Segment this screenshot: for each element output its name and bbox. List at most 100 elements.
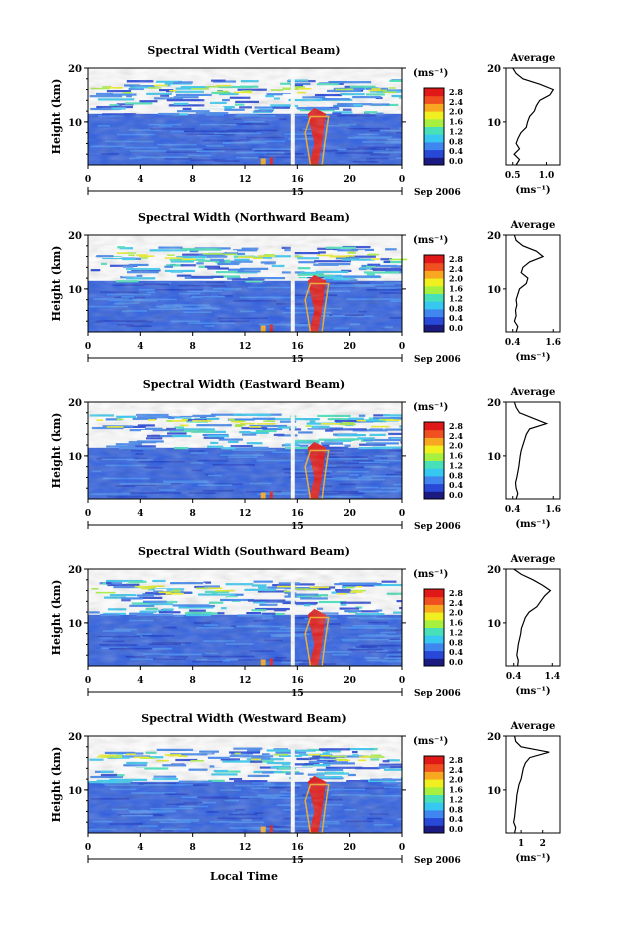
x-tick-label: 0	[399, 342, 405, 352]
colorbar-swatch	[424, 134, 444, 143]
x-axis-label: Local Time	[210, 870, 278, 883]
colorbar-swatch	[424, 301, 444, 310]
colorbar-swatch	[424, 445, 444, 454]
profile-x-tick-label: 2	[540, 839, 546, 849]
profile-y-tick-label: 20	[487, 398, 501, 409]
colorbar-swatch	[424, 612, 444, 621]
colorbar-frame	[423, 421, 445, 500]
colorbar-tick-label: 1.2	[449, 460, 463, 470]
colorbar-tick-label: 0.0	[449, 824, 463, 834]
colorbar-swatch	[424, 483, 444, 492]
y-tick-label: 20	[68, 565, 82, 576]
colorbar-swatch	[424, 262, 444, 271]
colorbar-swatch	[424, 658, 444, 667]
profile-x-tick-label: 1.4	[544, 672, 560, 682]
colorbar-swatch	[424, 149, 444, 158]
colorbar-swatch	[424, 293, 444, 302]
colorbar-frame	[423, 87, 445, 166]
profile-x-label: (ms⁻¹)	[515, 853, 550, 864]
panel-1: Spectral Width (Vertical Beam) 20 10 Height…	[50, 44, 561, 198]
y-tick-label: 10	[68, 452, 82, 463]
colorbar-tick-label: 0.8	[449, 637, 463, 647]
colorbar-tick-label: 2.8	[449, 87, 463, 97]
colorbar-tick-label: 0.4	[449, 480, 463, 490]
x-tick-label: 0	[85, 175, 91, 185]
colorbar-frame	[423, 254, 445, 333]
panel-5: Spectral Width (Westward Beam)2010Height…	[50, 712, 561, 866]
profile-x-tick-label: 0.4	[505, 338, 521, 348]
colorbar-unit: (ms⁻¹)	[413, 235, 448, 246]
colorbar-tick-label: 2.4	[449, 431, 463, 441]
x-tick-label: 16	[291, 676, 304, 686]
colorbar-swatch	[424, 88, 444, 97]
colorbar-tick-label: 0.8	[449, 136, 463, 146]
colorbar-swatch	[424, 270, 444, 279]
colorbar-tick-label: 0.4	[449, 146, 463, 156]
colorbar-unit: (ms⁻¹)	[413, 736, 448, 747]
x-tick-label: 4	[137, 843, 143, 853]
x-tick-label: 4	[137, 175, 143, 185]
colorbar-tick-label: 0.8	[449, 303, 463, 313]
profile-y-tick-label: 10	[487, 619, 501, 630]
profile-x-label: (ms⁻¹)	[515, 519, 550, 530]
profile-line	[513, 401, 549, 500]
colorbar-swatch	[424, 817, 444, 826]
panel-title: Spectral Width (Southward Beam)	[138, 545, 350, 558]
colorbar-frame	[423, 755, 445, 834]
colorbar-tick-label: 0.0	[449, 657, 463, 667]
colorbar-swatch	[424, 103, 444, 112]
profile-y-tick-label: 10	[487, 285, 501, 296]
colorbar-unit: (ms⁻¹)	[413, 569, 448, 580]
colorbar-tick-label: 2.0	[449, 274, 463, 284]
profile-x-tick-label: 1.0	[539, 171, 555, 181]
colorbar-swatch	[424, 642, 444, 652]
date-marker: 15	[291, 856, 304, 866]
colorbar-tick-label: 2.4	[449, 97, 463, 107]
colorbar-unit: (ms⁻¹)	[413, 68, 448, 79]
colorbar-tick-label: 1.6	[449, 117, 463, 127]
colorbar-swatch	[424, 650, 444, 659]
y-axis-label: Height (km)	[50, 79, 63, 155]
x-tick-label: 4	[137, 676, 143, 686]
panel-title: Spectral Width (Eastward Beam)	[143, 378, 345, 391]
x-tick-label: 20	[343, 843, 356, 853]
colorbar-tick-label: 2.0	[449, 441, 463, 451]
profile-x-label: (ms⁻¹)	[515, 185, 550, 196]
x-tick-label: 0	[85, 509, 91, 519]
colorbar-tick-label: 1.2	[449, 126, 463, 136]
colorbar-tick-label: 2.0	[449, 608, 463, 618]
date-marker: 15	[291, 355, 304, 365]
colorbar-swatch	[424, 825, 444, 834]
colorbar-swatch	[424, 627, 444, 636]
colorbar-swatch	[424, 316, 444, 325]
date-marker: 15	[291, 188, 304, 198]
date-marker: 15	[291, 522, 304, 532]
profile-title: Average	[510, 554, 556, 565]
colorbar-swatch	[424, 589, 444, 598]
texture	[88, 569, 402, 666]
y-tick-label: 10	[68, 118, 82, 129]
colorbar-swatch	[424, 619, 444, 628]
panel-title: Spectral Width (Westward Beam)	[141, 712, 346, 725]
profile-frame	[505, 568, 561, 667]
profile-y-tick-label: 10	[487, 452, 501, 463]
colorbar-swatch	[424, 111, 444, 120]
colorbar-tick-label: 0.0	[449, 156, 463, 166]
x-tick-label: 0	[85, 843, 91, 853]
colorbar-swatch	[424, 437, 444, 446]
x-tick-label: 20	[343, 676, 356, 686]
panel-title: Spectral Width (Vertical Beam)	[147, 44, 340, 57]
x-tick-label: 0	[399, 843, 405, 853]
profile-y-tick-label: 20	[487, 231, 501, 242]
colorbar-swatch	[424, 460, 444, 469]
x-tick-label: 16	[291, 843, 304, 853]
colorbar-swatch	[424, 491, 444, 500]
colorbar-swatch	[424, 452, 444, 461]
colorbar-tick-label: 0.8	[449, 804, 463, 814]
profile-line	[513, 234, 545, 333]
colorbar-tick-label: 2.0	[449, 775, 463, 785]
profile-frame	[505, 234, 561, 333]
profile-y-tick-label: 10	[487, 786, 501, 797]
colorbar-swatch	[424, 596, 444, 605]
date-marker: 15	[291, 689, 304, 699]
